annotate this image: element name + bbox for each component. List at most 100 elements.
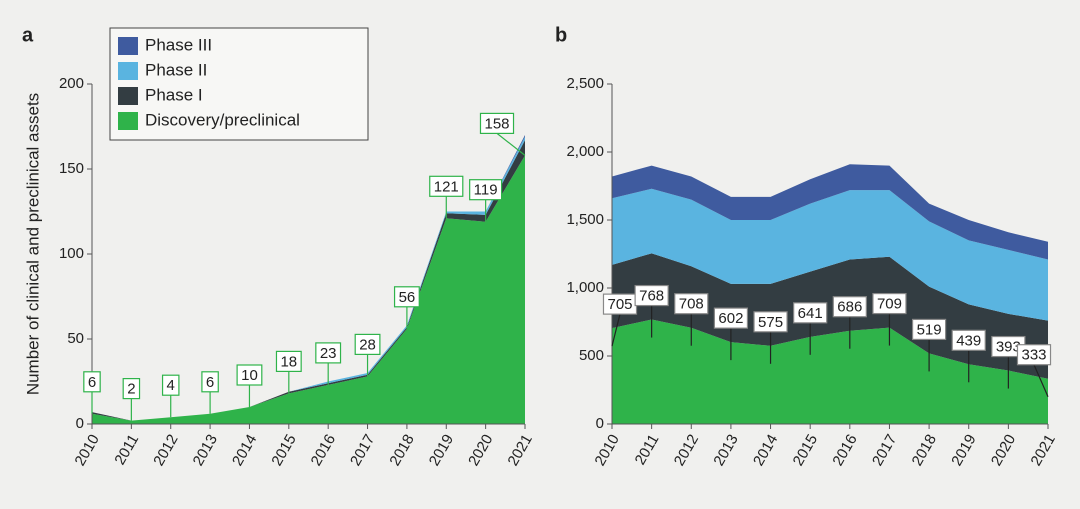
value-label-box [911,318,947,341]
value-label-box [872,292,907,315]
y-tick-label: 1,000 [566,279,604,296]
legend-swatch [118,62,138,80]
value-label-box [201,371,219,393]
value-label-box [634,284,669,307]
value-label-box [161,374,180,396]
value-label: 768 [634,284,669,307]
value-label: 393 [991,335,1026,358]
area [612,253,1048,379]
value-label-text: 333 [1021,347,1046,364]
value-label: 705 [602,293,638,315]
y-tick-label: 2,000 [566,143,604,160]
y-tick-label: 50 [67,330,84,347]
y-tick-label: 2,500 [566,75,604,92]
value-label-text: 158 [484,115,509,132]
value-label: 641 [793,302,828,324]
value-label-box [951,329,986,351]
value-label: 439 [951,329,986,351]
y-tick-label: 150 [59,160,84,177]
legend-label: Phase III [145,35,212,54]
value-label: 28 [354,333,381,355]
value-label-text: 121 [434,178,459,195]
value-label-box [83,371,101,393]
value-label-text: 705 [607,296,632,313]
value-label-text: 56 [399,289,416,306]
y-axis-label: Number of clinical and preclinical asset… [23,93,42,395]
y-tick-label: 1,500 [566,211,604,228]
y-tick-label: 100 [59,245,84,262]
area [612,164,1048,260]
value-label-box [236,364,263,386]
value-label: 6 [83,371,101,393]
value-label-box [674,293,709,315]
value-label: 2 [122,378,141,400]
label-leader [496,132,526,156]
value-label: 519 [911,318,947,341]
value-label-box [713,307,749,329]
value-label-text: 519 [917,321,942,338]
legend-swatch [118,37,138,55]
value-label: 10 [236,364,263,386]
value-label-text: 23 [320,345,337,362]
y-tick-label: 200 [59,75,84,92]
legend-label: Phase I [145,85,203,104]
value-label: 18 [275,350,302,372]
label-leader [611,313,621,347]
value-label-text: 6 [88,374,96,391]
value-label: 575 [753,311,788,333]
panel-label: a [22,24,34,46]
value-label-box [753,311,788,333]
legend-box [109,27,369,141]
value-label-box [122,378,141,400]
value-label-box [1016,344,1052,366]
value-label-text: 602 [718,310,743,327]
legend-swatch [118,112,138,130]
value-label-text: 119 [474,182,498,199]
value-label: 709 [872,292,907,315]
legend-label: Phase II [145,60,207,79]
value-label: 56 [393,286,420,308]
legend-label: Discovery/preclinical [145,110,300,129]
area [612,319,1048,424]
value-label-box [275,350,302,372]
panel-label: b [555,24,567,46]
value-label-text: 439 [956,332,981,349]
value-label: 333 [1016,344,1052,366]
value-label: 708 [674,293,709,315]
value-label-text: 708 [679,296,704,313]
value-label: 158 [479,112,515,135]
value-label-box [315,342,342,364]
value-label-text: 575 [758,314,783,331]
value-label-text: 6 [206,374,214,391]
value-label: 4 [161,374,180,396]
y-tick-label: 500 [579,347,604,364]
value-label: 602 [713,307,749,329]
value-label: 6 [201,371,219,393]
value-label-text: 10 [241,367,258,384]
value-label-box [354,333,381,355]
value-label-box [793,302,828,324]
value-label-box [393,286,420,308]
value-label: 121 [429,175,464,197]
value-label-text: 393 [996,339,1021,356]
value-label-text: 2 [127,381,135,398]
value-label-box [832,296,867,318]
value-label: 686 [832,296,867,318]
value-label-box [429,175,464,197]
value-label-text: 18 [280,353,297,370]
value-label-text: 641 [798,305,823,322]
value-label-text: 28 [359,336,376,353]
value-label-text: 686 [837,299,862,316]
value-label-text: 768 [639,288,664,305]
value-label-text: 4 [167,377,175,394]
area [612,188,1048,321]
value-label-box [479,112,515,135]
area [92,155,525,424]
label-leader [1033,364,1049,397]
legend-swatch [118,87,138,105]
value-label: 119 [469,179,503,201]
value-label-box [469,179,503,201]
y-tick-label: 0 [596,415,604,432]
y-tick-label: 0 [76,415,84,432]
